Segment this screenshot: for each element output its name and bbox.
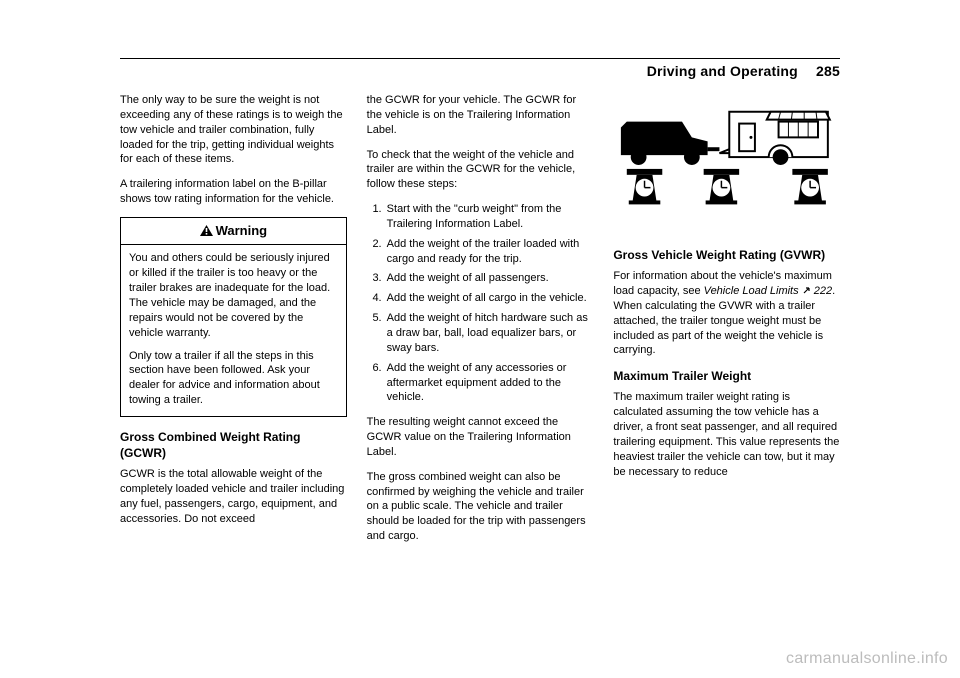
warning-triangle-icon [200, 225, 213, 236]
subheading: Gross Vehicle Weight Rating (GVWR) [613, 247, 840, 263]
steps-list: Start with the "curb weight" from the Tr… [367, 202, 594, 405]
header-rule [120, 58, 840, 59]
body-text: To check that the weight of the vehicle … [367, 148, 594, 193]
warning-box: Warning You and others could be seriousl… [120, 217, 347, 417]
scale-icon [627, 169, 662, 204]
warning-text: Only tow a trailer if all the steps in t… [129, 349, 338, 408]
body-text: The gross combined weight can also be co… [367, 470, 594, 544]
body-text: GCWR is the total allowable weight of th… [120, 467, 347, 526]
body-text: The maximum trailer weight rating is cal… [613, 390, 840, 479]
column-2: the GCWR for your vehicle. The GCWR for … [367, 93, 594, 554]
watermark-text: carmanualsonline.info [786, 650, 948, 668]
subheading: Gross Combined Weight Rating (GCWR) [120, 429, 347, 461]
column-1: The only way to be sure the weight is no… [120, 93, 347, 554]
body-text: The resulting weight cannot exceed the G… [367, 415, 594, 460]
cross-ref-link[interactable]: Vehicle Load Limits [704, 285, 799, 297]
step-item: Add the weight of any accessories or aft… [385, 361, 594, 406]
warning-body: You and others could be seriously injure… [121, 245, 346, 415]
warning-title: Warning [121, 218, 346, 246]
trailer-icon [720, 112, 830, 165]
step-item: Add the weight of all cargo in the vehic… [385, 291, 594, 306]
cross-ref-icon [802, 285, 811, 297]
body-text: The only way to be sure the weight is no… [120, 93, 347, 167]
body-text: For information about the vehicle's maxi… [613, 269, 840, 358]
vehicle-icon [621, 122, 720, 165]
step-item: Add the weight of all passengers. [385, 271, 594, 286]
step-item: Add the weight of hitch hardware such as… [385, 311, 594, 356]
page-header: Driving and Operating 285 [120, 63, 840, 79]
step-item: Add the weight of the trailer loaded wit… [385, 237, 594, 267]
manual-page: Driving and Operating 285 The only way t… [120, 58, 840, 618]
trailer-illustration-svg [613, 93, 840, 233]
section-title: Driving and Operating [647, 63, 798, 79]
cross-ref-page: 222 [814, 285, 832, 297]
body-text: A trailering information label on the B-… [120, 177, 347, 207]
warning-label: Warning [216, 223, 268, 238]
column-3: Gross Vehicle Weight Rating (GVWR) For i… [613, 93, 840, 554]
scale-icon [704, 169, 739, 204]
trailer-weight-illustration [613, 93, 840, 233]
content-columns: The only way to be sure the weight is no… [120, 93, 840, 554]
body-text: the GCWR for your vehicle. The GCWR for … [367, 93, 594, 138]
page-number: 285 [816, 63, 840, 79]
step-item: Start with the "curb weight" from the Tr… [385, 202, 594, 232]
scale-icon [793, 169, 828, 204]
warning-text: You and others could be seriously injure… [129, 251, 338, 340]
subheading: Maximum Trailer Weight [613, 368, 840, 384]
